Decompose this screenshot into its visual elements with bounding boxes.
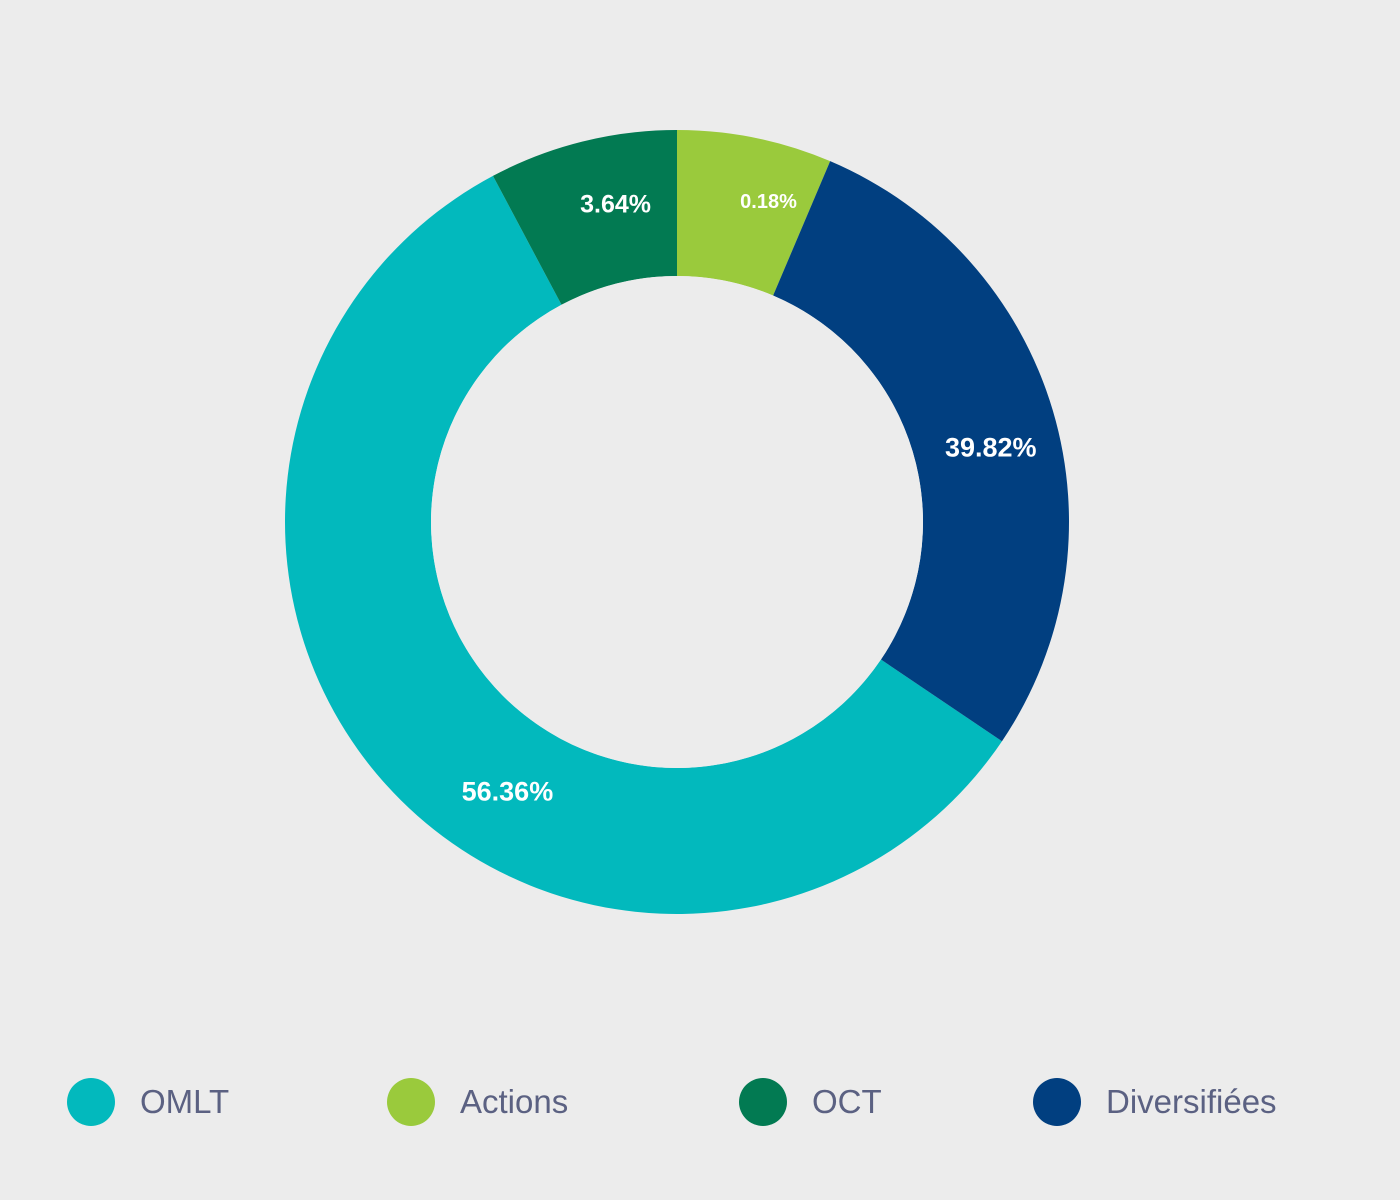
legend-label-actions: Actions bbox=[460, 1083, 569, 1120]
slice-value-label-actions: 0.18% bbox=[740, 191, 797, 213]
donut-chart-plot: 56.36% 0.18% 3.64% 39.82% bbox=[285, 130, 1069, 914]
donut-slice-diversifiees[interactable] bbox=[773, 161, 1069, 742]
donut-hole bbox=[431, 276, 923, 768]
legend-swatch-omlt bbox=[67, 1078, 115, 1126]
donut-slice-oct[interactable] bbox=[492, 130, 677, 305]
slice-value-label-oct: 3.64% bbox=[580, 191, 651, 219]
legend-item-omlt[interactable]: OMLT bbox=[67, 1078, 229, 1126]
legend-item-oct[interactable]: OCT bbox=[739, 1078, 882, 1126]
legend-item-actions[interactable]: Actions bbox=[387, 1078, 568, 1126]
slice-value-label-omlt: 56.36% bbox=[462, 777, 554, 807]
donut-slice-omlt[interactable] bbox=[285, 175, 1002, 914]
chart-legend: OMLT Actions OCT Diversifiées bbox=[0, 1078, 1400, 1132]
legend-item-diversifiees[interactable]: Diversifiées bbox=[1033, 1078, 1277, 1126]
legend-label-diversifiees: Diversifiées bbox=[1106, 1083, 1277, 1120]
legend-label-oct: OCT bbox=[812, 1083, 882, 1120]
legend-swatch-actions bbox=[387, 1078, 435, 1126]
legend-label-omlt: OMLT bbox=[140, 1083, 230, 1120]
legend-swatch-oct bbox=[739, 1078, 787, 1126]
legend-swatch-diversifiees bbox=[1033, 1078, 1081, 1126]
slice-value-label-diversifiees: 39.82% bbox=[945, 433, 1037, 463]
donut-slice-actions[interactable] bbox=[677, 130, 831, 296]
